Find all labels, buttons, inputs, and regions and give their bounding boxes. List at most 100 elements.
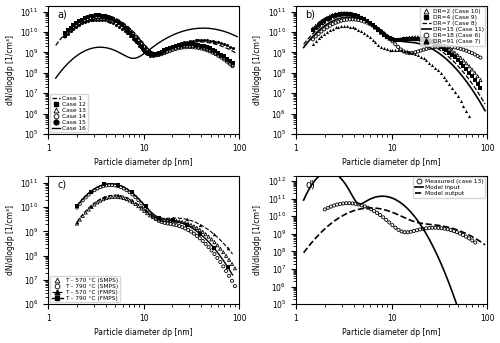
- Point: [108, 182, 116, 188]
- Point: [196, 236, 204, 241]
- Point: [459, 232, 467, 238]
- Point: [187, 222, 195, 228]
- Point: [434, 43, 442, 48]
- Point: [400, 48, 408, 54]
- Point: [100, 13, 108, 19]
- Point: [158, 50, 166, 56]
- Point: [120, 28, 128, 34]
- Point: [106, 20, 114, 25]
- Point: [366, 35, 374, 40]
- X-axis label: Particle diameter dp [nm]: Particle diameter dp [nm]: [94, 329, 193, 338]
- Point: [224, 246, 232, 251]
- Point: [183, 44, 191, 50]
- Point: [336, 201, 344, 207]
- Point: [312, 23, 320, 28]
- Point: [377, 28, 385, 34]
- Point: [90, 14, 98, 20]
- Point: [158, 49, 166, 55]
- Point: [146, 50, 154, 56]
- Point: [231, 283, 239, 289]
- Point: [208, 50, 216, 56]
- Point: [431, 44, 439, 50]
- Point: [178, 45, 186, 50]
- Point: [326, 27, 334, 33]
- Point: [332, 11, 340, 17]
- Point: [442, 48, 450, 53]
- Point: [152, 51, 160, 57]
- Point: [414, 52, 422, 58]
- Point: [354, 17, 362, 23]
- Point: [192, 45, 200, 50]
- Point: [160, 48, 168, 54]
- Point: [451, 50, 459, 56]
- Point: [446, 227, 454, 233]
- Point: [456, 98, 464, 104]
- Point: [64, 31, 72, 36]
- Point: [120, 186, 128, 191]
- Point: [411, 51, 419, 57]
- Point: [134, 197, 142, 203]
- Point: [388, 39, 396, 44]
- Point: [223, 56, 231, 61]
- Point: [81, 15, 89, 21]
- Point: [432, 225, 440, 230]
- Point: [144, 47, 152, 52]
- Point: [225, 257, 233, 262]
- Point: [397, 47, 405, 52]
- Point: [189, 43, 197, 48]
- Point: [160, 217, 168, 223]
- Point: [114, 184, 122, 189]
- Point: [66, 28, 74, 33]
- Point: [346, 24, 354, 29]
- Point: [217, 53, 225, 59]
- Point: [348, 17, 356, 22]
- Point: [174, 42, 182, 47]
- Point: [408, 35, 416, 40]
- Point: [110, 17, 118, 23]
- Point: [406, 35, 413, 40]
- Point: [166, 221, 174, 227]
- Point: [426, 36, 434, 42]
- Point: [448, 52, 456, 58]
- Point: [169, 218, 177, 223]
- Point: [132, 34, 140, 40]
- Point: [431, 41, 439, 46]
- Point: [158, 50, 166, 55]
- Point: [64, 28, 72, 33]
- Point: [186, 42, 194, 47]
- Point: [394, 37, 402, 43]
- Point: [428, 225, 436, 230]
- Point: [358, 203, 366, 208]
- Point: [357, 15, 365, 20]
- Point: [204, 234, 212, 239]
- Point: [382, 46, 390, 52]
- Point: [163, 49, 171, 55]
- Point: [352, 13, 360, 18]
- Point: [184, 227, 192, 233]
- Point: [374, 27, 382, 32]
- Point: [366, 21, 374, 26]
- Point: [114, 194, 122, 200]
- Point: [468, 50, 476, 56]
- Point: [391, 37, 399, 43]
- Point: [183, 39, 191, 44]
- Point: [75, 21, 83, 27]
- Point: [380, 32, 388, 37]
- Point: [217, 52, 225, 57]
- Point: [115, 19, 123, 25]
- Point: [73, 205, 81, 210]
- Point: [79, 198, 87, 203]
- Point: [442, 78, 450, 83]
- Point: [398, 229, 406, 234]
- Point: [212, 51, 220, 57]
- Point: [309, 26, 317, 31]
- Point: [124, 25, 132, 31]
- Legend: DR=2 (Case 10), DR=4 (Case 9), DR=7 (Case 8), DR=15 (Case 11), DR=18 (Case 6), D: DR=2 (Case 10), DR=4 (Case 9), DR=7 (Cas…: [420, 7, 486, 46]
- Point: [228, 60, 236, 66]
- Point: [149, 52, 157, 58]
- Point: [214, 51, 222, 57]
- Point: [81, 20, 89, 25]
- Point: [140, 204, 148, 209]
- Point: [180, 42, 188, 47]
- Point: [208, 248, 216, 253]
